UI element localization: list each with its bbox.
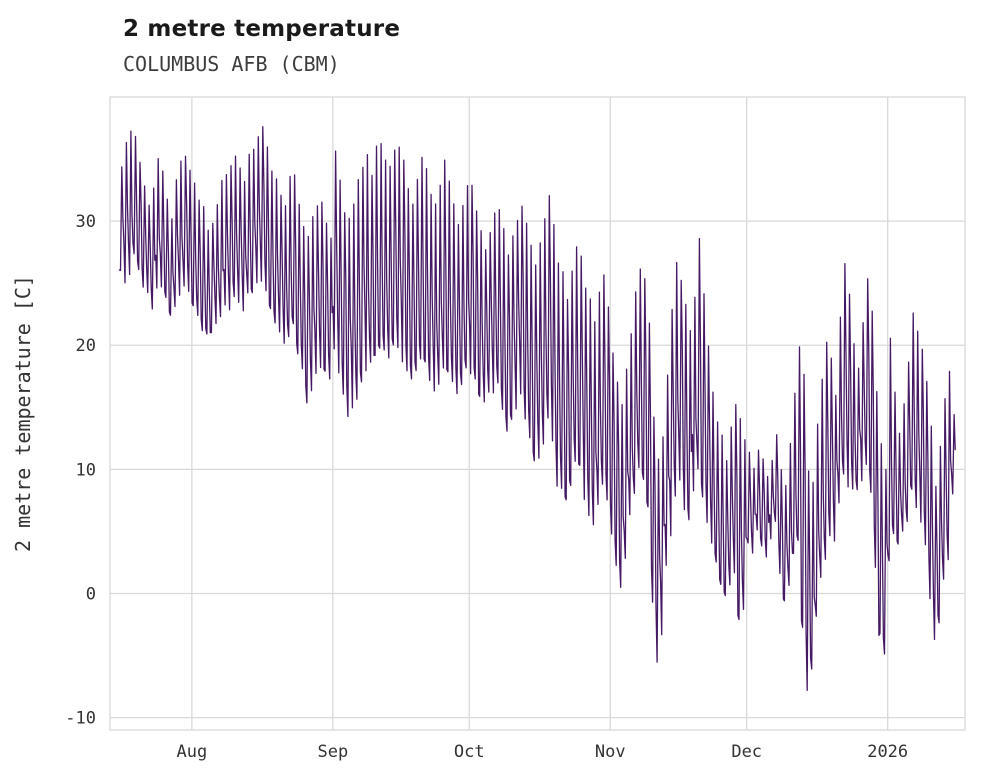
x-tick-label: Nov xyxy=(595,742,626,762)
x-tick-label: Oct xyxy=(454,742,485,762)
x-tick-label: Aug xyxy=(177,742,208,762)
y-axis-label: 2 metre temperature [C] xyxy=(11,275,35,552)
y-tick-label: 0 xyxy=(86,584,96,604)
y-tick-label: 30 xyxy=(76,212,96,232)
axis-tick-labels: -10 0 10 20 30 Aug Sep Oct Nov Dec 2026 xyxy=(65,212,908,762)
chart-title: 2 metre temperature xyxy=(123,16,401,42)
y-tick-label: -10 xyxy=(65,709,96,729)
x-tick-label: 2026 xyxy=(867,742,908,762)
plot-border xyxy=(109,96,966,731)
gridlines xyxy=(109,96,966,731)
x-tick-label: Dec xyxy=(731,742,762,762)
chart-subtitle: COLUMBUS AFB (CBM) xyxy=(123,52,340,76)
y-tick-label: 20 xyxy=(76,336,96,356)
x-tick-label: Sep xyxy=(317,742,348,762)
temperature-line xyxy=(118,126,956,692)
y-tick-label: 10 xyxy=(76,460,96,480)
